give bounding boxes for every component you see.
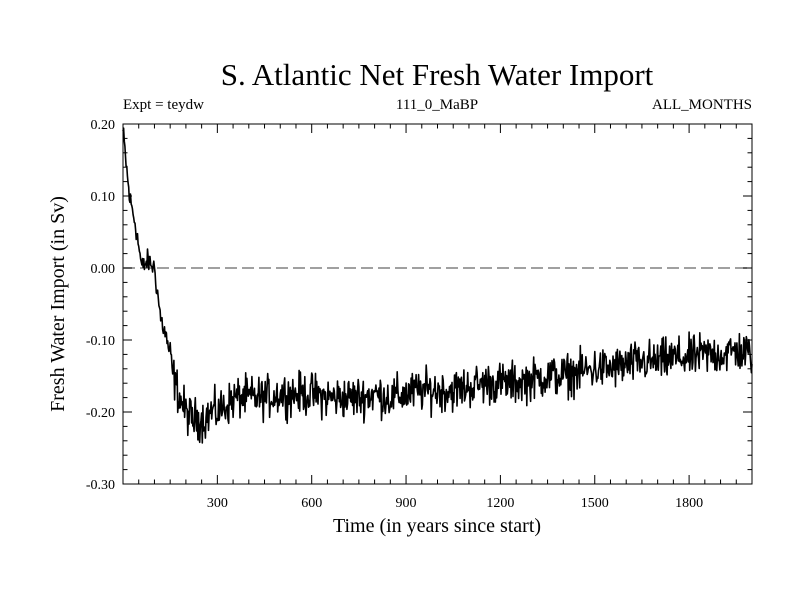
y-axis-label: Fresh Water Import (in Sv) bbox=[47, 196, 69, 412]
x-tick-label: 900 bbox=[396, 496, 417, 511]
series-line bbox=[122, 127, 753, 444]
y-tick-label: -0.20 bbox=[86, 406, 115, 421]
y-tick-label: 0.10 bbox=[91, 190, 116, 205]
x-tick-label: 300 bbox=[207, 496, 228, 511]
plot-frame bbox=[122, 123, 753, 485]
x-axis-label: Time (in years since start) bbox=[333, 515, 541, 537]
y-tick-label: -0.30 bbox=[86, 478, 115, 493]
y-tick-label: 0.20 bbox=[91, 118, 116, 133]
x-tick-label: 1200 bbox=[486, 496, 514, 511]
x-tick-label: 600 bbox=[301, 496, 322, 511]
y-tick-label: -0.10 bbox=[86, 334, 115, 349]
subtitle-left: Expt = teydw bbox=[123, 97, 204, 113]
subtitle-right: ALL_MONTHS bbox=[652, 97, 752, 113]
subtitle-center: 111_0_MaBP bbox=[396, 97, 478, 113]
y-tick-label: 0.00 bbox=[91, 262, 116, 277]
x-tick-label: 1800 bbox=[675, 496, 703, 511]
x-tick-label: 1500 bbox=[581, 496, 609, 511]
chart-title: S. Atlantic Net Fresh Water Import bbox=[221, 57, 654, 92]
